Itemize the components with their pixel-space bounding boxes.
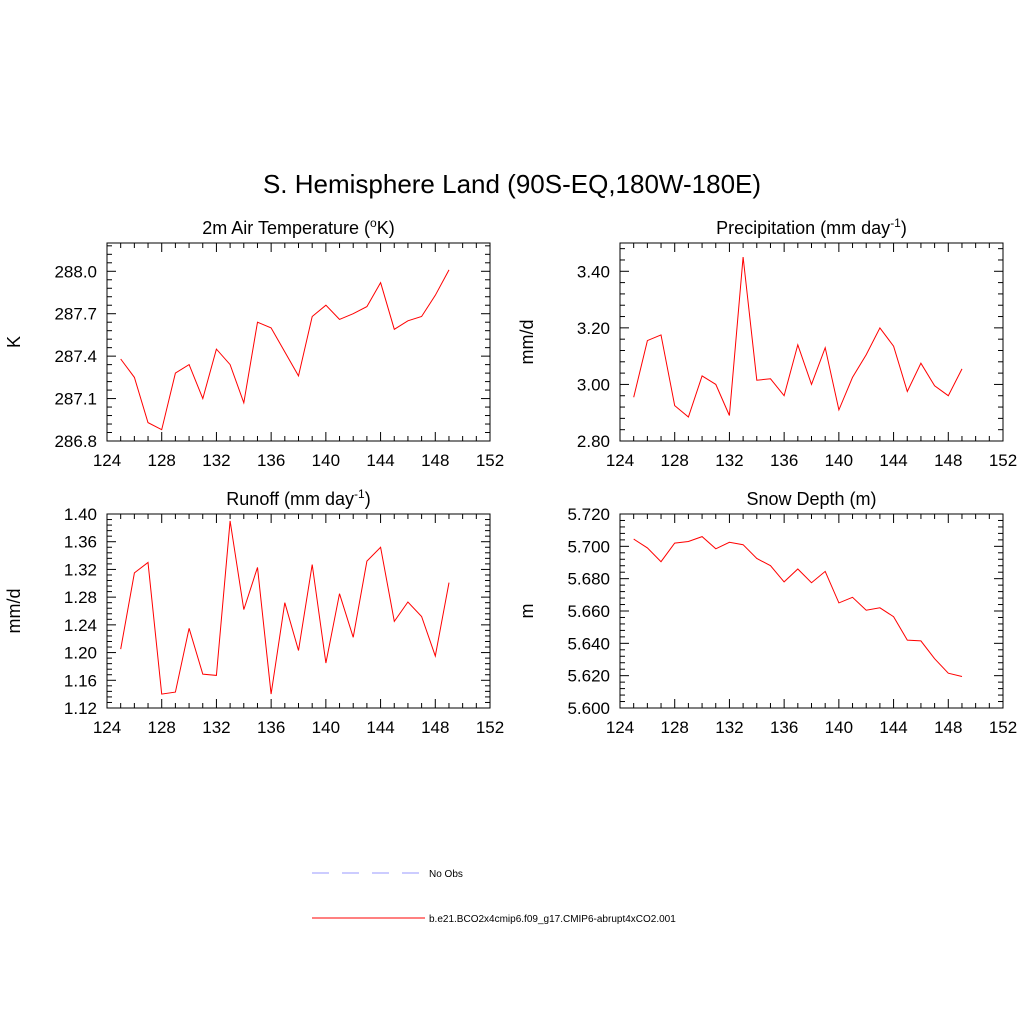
legend: No Obs b.e21.BCO2x4cmip6.f09_g17.CMIP6-ab… (312, 869, 676, 925)
y-tick-label: 287.1 (54, 390, 97, 409)
y-tick-label: 1.36 (64, 533, 97, 552)
y-axis-label: mm/d (517, 320, 537, 365)
x-tick-label: 128 (148, 451, 176, 470)
x-tick-label: 136 (770, 451, 798, 470)
x-tick-label: 128 (661, 718, 689, 737)
y-axis-label: mm/d (4, 589, 24, 634)
x-tick-label: 140 (825, 718, 853, 737)
y-tick-label: 5.680 (567, 570, 610, 589)
x-tick-label: 152 (476, 451, 504, 470)
y-tick-label: 3.00 (577, 375, 610, 394)
y-tick-label: 288.0 (54, 262, 97, 281)
x-tick-label: 152 (476, 718, 504, 737)
x-tick-label: 124 (606, 451, 634, 470)
x-tick-label: 136 (770, 718, 798, 737)
y-tick-label: 2.80 (577, 432, 610, 451)
x-tick-label: 136 (257, 451, 285, 470)
y-tick-label: 287.7 (54, 305, 97, 324)
x-tick-label: 144 (366, 451, 394, 470)
series-line (633, 257, 963, 418)
x-tick-label: 152 (989, 451, 1017, 470)
legend-label: b.e21.BCO2x4cmip6.f09_g17.CMIP6-abrupt4x… (429, 914, 676, 925)
x-tick-label: 144 (879, 718, 907, 737)
x-tick-label: 132 (202, 451, 230, 470)
plot-frame (619, 242, 1004, 442)
x-tick-label: 144 (366, 718, 394, 737)
y-tick-label: 1.20 (64, 644, 97, 663)
x-tick-label: 124 (93, 718, 121, 737)
y-tick-label: 1.40 (64, 505, 97, 524)
y-tick-label: 3.40 (577, 262, 610, 281)
chart-panels: 2m Air Temperature (oK) K 124 128 132 136 140 1… (4, 216, 1017, 737)
x-tick-label: 140 (825, 451, 853, 470)
x-tick-label: 128 (148, 718, 176, 737)
chart-panel: Snow Depth (m) m 124 128 132 136 140 144 148 152 5… (517, 489, 1017, 737)
x-tick-label: 148 (934, 451, 962, 470)
y-tick-label: 5.640 (567, 634, 610, 653)
y-tick-label: 1.24 (64, 616, 97, 635)
x-tick-label: 132 (715, 718, 743, 737)
x-tick-label: 148 (421, 718, 449, 737)
x-tick-label: 124 (606, 718, 634, 737)
series-line (120, 269, 450, 431)
y-tick-label: 1.16 (64, 671, 97, 690)
chart-panel: 2m Air Temperature (oK) K 124 128 132 136 140 1… (4, 216, 504, 470)
y-tick-label: 1.12 (64, 699, 97, 718)
y-axis-label: K (4, 336, 24, 348)
y-tick-label: 1.28 (64, 588, 97, 607)
y-tick-label: 5.620 (567, 667, 610, 686)
panel-title: Runoff (mm day-1) (226, 487, 370, 509)
panel-title: 2m Air Temperature (oK) (202, 216, 394, 238)
y-tick-label: 5.600 (567, 699, 610, 718)
plot-frame (106, 242, 491, 442)
y-axis-label: m (517, 604, 537, 619)
x-tick-label: 132 (715, 451, 743, 470)
panel-title: Snow Depth (m) (746, 489, 876, 509)
y-tick-label: 286.8 (54, 432, 97, 451)
y-tick-label: 1.32 (64, 560, 97, 579)
x-tick-label: 140 (312, 718, 340, 737)
plot-frame (106, 513, 491, 709)
x-tick-label: 148 (421, 451, 449, 470)
x-tick-label: 148 (934, 718, 962, 737)
x-tick-label: 132 (202, 718, 230, 737)
legend-label: No Obs (429, 869, 463, 880)
series-line (120, 520, 450, 695)
y-tick-label: 3.20 (577, 319, 610, 338)
x-tick-label: 140 (312, 451, 340, 470)
x-tick-label: 124 (93, 451, 121, 470)
x-tick-label: 144 (879, 451, 907, 470)
figure-title: S. Hemisphere Land (90S-EQ,180W-180E) (263, 169, 761, 199)
y-tick-label: 5.660 (567, 602, 610, 621)
panel-title: Precipitation (mm day-1) (716, 216, 907, 238)
y-tick-label: 5.700 (567, 537, 610, 556)
x-tick-label: 128 (661, 451, 689, 470)
x-tick-label: 136 (257, 718, 285, 737)
chart-panel: Precipitation (mm day-1) mm/d 124 128 132 136… (517, 216, 1017, 470)
chart-panel: Runoff (mm day-1) mm/d 124 128 132 136 140 144 1… (4, 487, 504, 737)
y-tick-label: 5.720 (567, 505, 610, 524)
x-tick-label: 152 (989, 718, 1017, 737)
series-line (633, 536, 963, 677)
y-tick-label: 287.4 (54, 347, 97, 366)
